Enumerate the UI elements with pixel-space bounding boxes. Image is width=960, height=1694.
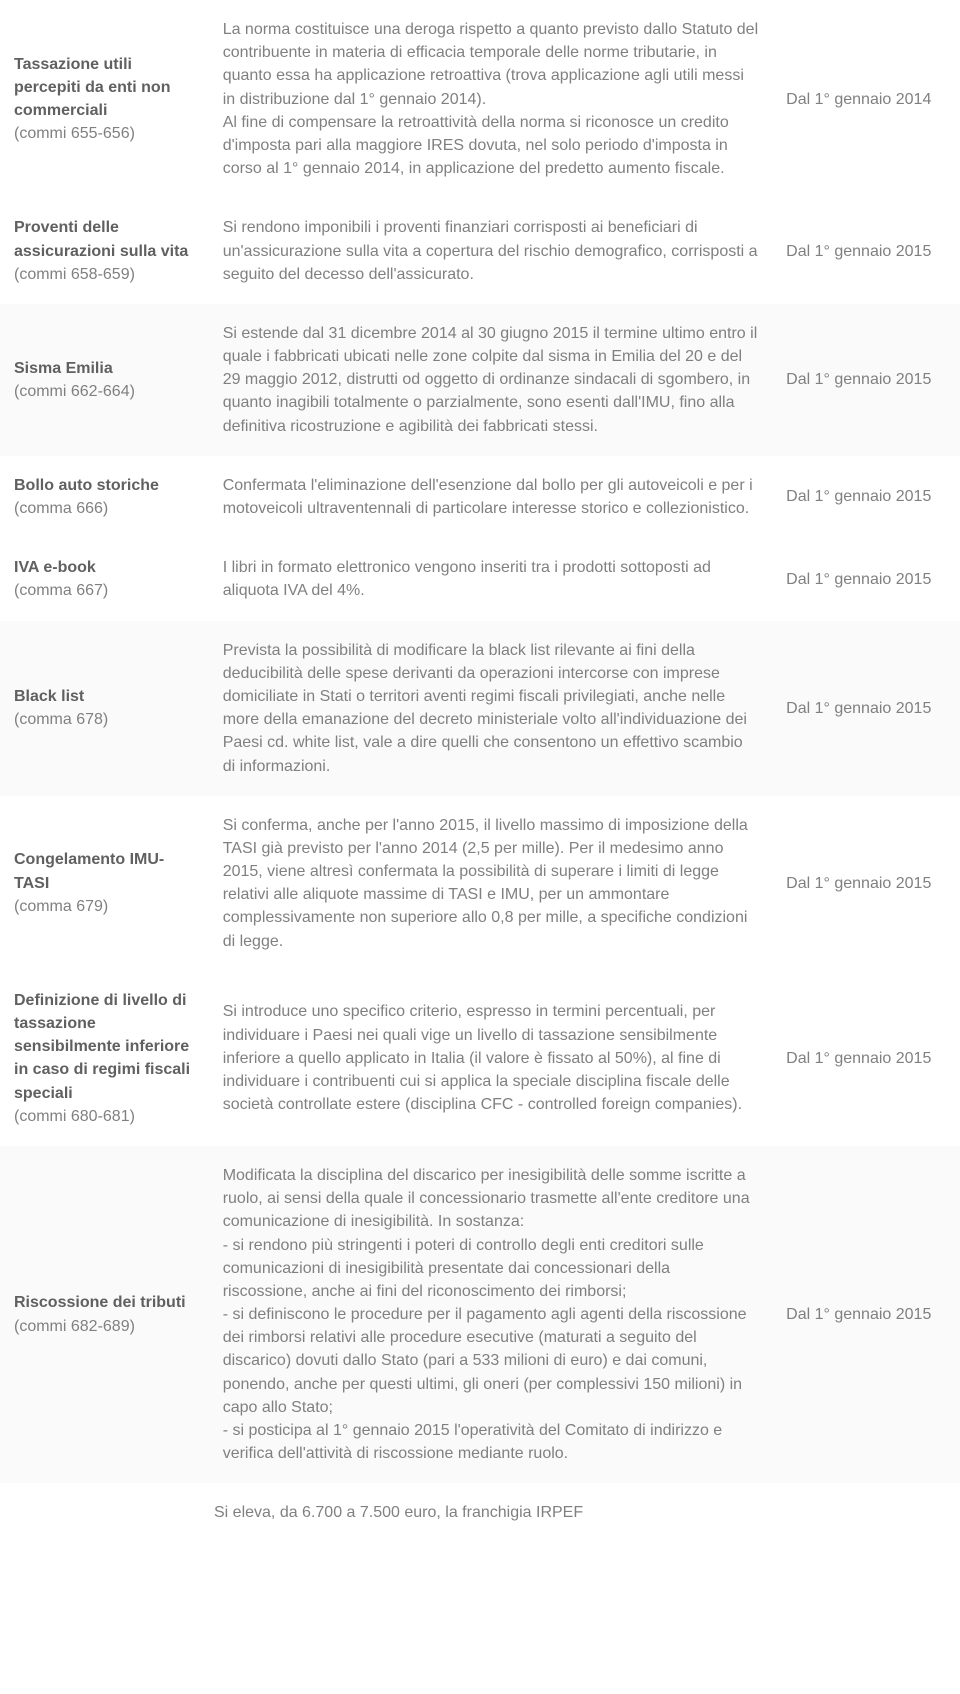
row-date: Dal 1° gennaio 2015 <box>772 971 960 1146</box>
row-description: La norma costituisce una deroga rispetto… <box>209 0 772 198</box>
row-title: Definizione di livello di tassazione sen… <box>14 989 195 1105</box>
row-title: Tassazione utili percepiti da enti non c… <box>14 53 195 123</box>
row-ref: (commi 680-681) <box>14 1105 195 1128</box>
row-date: Dal 1° gennaio 2014 <box>772 0 960 198</box>
table-row: Black list(comma 678)Prevista la possibi… <box>0 621 960 796</box>
row-title: Black list <box>14 685 195 708</box>
row-date: Dal 1° gennaio 2015 <box>772 1146 960 1483</box>
trailing-fragment: Si eleva, da 6.700 a 7.500 euro, la fran… <box>0 1483 960 1524</box>
table-row: Definizione di livello di tassazione sen… <box>0 971 960 1146</box>
table-row: Riscossione dei tributi(commi 682-689)Mo… <box>0 1146 960 1483</box>
table-row: Proventi delle assicurazioni sulla vita(… <box>0 198 960 304</box>
provisions-tbody: Tassazione utili percepiti da enti non c… <box>0 0 960 1483</box>
row-title-cell: Riscossione dei tributi(commi 682-689) <box>0 1146 209 1483</box>
row-title-cell: Sisma Emilia(commi 662-664) <box>0 304 209 456</box>
row-date: Dal 1° gennaio 2015 <box>772 456 960 538</box>
table-row: Sisma Emilia(commi 662-664)Si estende da… <box>0 304 960 456</box>
row-description: Confermata l'eliminazione dell'esenzione… <box>209 456 772 538</box>
row-ref: (commi 655-656) <box>14 122 195 145</box>
row-title: Sisma Emilia <box>14 357 195 380</box>
row-date: Dal 1° gennaio 2015 <box>772 198 960 304</box>
row-title-cell: IVA e-book(comma 667) <box>0 538 209 620</box>
row-description: Si estende dal 31 dicembre 2014 al 30 gi… <box>209 304 772 456</box>
row-date: Dal 1° gennaio 2015 <box>772 796 960 971</box>
row-ref: (commi 682-689) <box>14 1315 195 1338</box>
table-row: Tassazione utili percepiti da enti non c… <box>0 0 960 198</box>
row-date: Dal 1° gennaio 2015 <box>772 304 960 456</box>
row-description: Si rendono imponibili i proventi finanzi… <box>209 198 772 304</box>
row-title-cell: Black list(comma 678) <box>0 621 209 796</box>
row-ref: (comma 667) <box>14 579 195 602</box>
row-description: Modificata la disciplina del discarico p… <box>209 1146 772 1483</box>
row-title: Riscossione dei tributi <box>14 1291 195 1314</box>
row-title-cell: Proventi delle assicurazioni sulla vita(… <box>0 198 209 304</box>
provisions-table: Tassazione utili percepiti da enti non c… <box>0 0 960 1483</box>
table-row: Congelamento IMU-TASI(comma 679)Si confe… <box>0 796 960 971</box>
row-ref: (comma 679) <box>14 895 195 918</box>
table-row: Bollo auto storiche(comma 666)Confermata… <box>0 456 960 538</box>
row-title-cell: Congelamento IMU-TASI(comma 679) <box>0 796 209 971</box>
row-title: IVA e-book <box>14 556 195 579</box>
row-description: Prevista la possibilità di modificare la… <box>209 621 772 796</box>
row-title-cell: Tassazione utili percepiti da enti non c… <box>0 0 209 198</box>
row-title-cell: Bollo auto storiche(comma 666) <box>0 456 209 538</box>
table-row: IVA e-book(comma 667)I libri in formato … <box>0 538 960 620</box>
row-title-cell: Definizione di livello di tassazione sen… <box>0 971 209 1146</box>
row-date: Dal 1° gennaio 2015 <box>772 538 960 620</box>
row-ref: (comma 666) <box>14 497 195 520</box>
row-ref: (commi 658-659) <box>14 263 195 286</box>
row-description: Si introduce uno specifico criterio, esp… <box>209 971 772 1146</box>
row-ref: (comma 678) <box>14 708 195 731</box>
row-title: Bollo auto storiche <box>14 474 195 497</box>
row-title: Proventi delle assicurazioni sulla vita <box>14 216 195 262</box>
row-description: I libri in formato elettronico vengono i… <box>209 538 772 620</box>
row-ref: (commi 662-664) <box>14 380 195 403</box>
row-date: Dal 1° gennaio 2015 <box>772 621 960 796</box>
row-description: Si conferma, anche per l'anno 2015, il l… <box>209 796 772 971</box>
row-title: Congelamento IMU-TASI <box>14 848 195 894</box>
